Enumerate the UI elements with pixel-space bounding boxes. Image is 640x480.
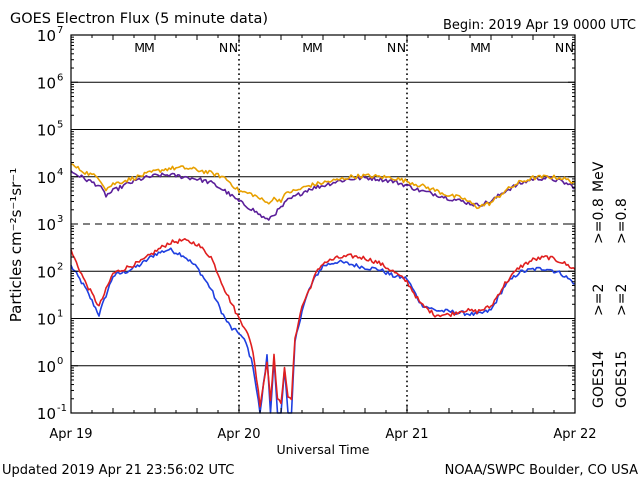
- orbit-marker-3: N: [229, 40, 238, 55]
- orbit-marker-5: M: [312, 40, 323, 55]
- series-line-1: [70, 238, 576, 408]
- y-tick-label-8: 10: [37, 27, 56, 45]
- y-tick-label-4: 10: [37, 216, 56, 234]
- orbit-marker-11: N: [565, 40, 574, 55]
- x-tick-labels: Apr 19 Apr 20 Apr 21 Apr 22: [49, 427, 596, 442]
- y-tick-exponent-6: 5: [57, 120, 63, 131]
- orbit-marker-4: M: [302, 40, 313, 55]
- y-tick-exponent-4: 3: [57, 214, 63, 225]
- y-axis-label: Particles cm⁻²s⁻¹sr⁻¹: [7, 168, 25, 322]
- legend-goes15-08mev: >=0.8: [614, 198, 630, 244]
- orbit-marker-0: M: [134, 40, 145, 55]
- series-line-0: [70, 247, 576, 414]
- y-tick-label-0: 10: [37, 405, 56, 423]
- y-tick-label-5: 10: [37, 169, 56, 187]
- legend-goes14-2mev: >=2: [591, 284, 607, 316]
- orbit-marker-9: M: [480, 40, 491, 55]
- y-tick-exponent-5: 4: [57, 167, 63, 178]
- legend-goes14: GOES14: [591, 350, 607, 408]
- series-line-2: [70, 170, 576, 221]
- grid-lines: [71, 81, 575, 367]
- minor-ticks: [70, 35, 576, 413]
- legend-goes14-08mev: >=0.8: [591, 198, 607, 244]
- legend-goes15: GOES15: [614, 351, 630, 408]
- y-tick-exponent-8: 7: [57, 25, 63, 36]
- orbit-marker-2: N: [219, 40, 228, 55]
- y-tick-exponent-0: -1: [57, 403, 67, 414]
- begin-time: Begin: 2019 Apr 19 0000 UTC: [443, 18, 636, 33]
- x-axis-label: Universal Time: [277, 442, 370, 457]
- orbit-marker-10: N: [555, 40, 564, 55]
- y-tick-label-1: 10: [37, 358, 56, 376]
- y-tick-label-7: 10: [37, 74, 56, 92]
- x-tick-label-1: Apr 20: [217, 427, 260, 442]
- credit-text: NOAA/SWPC Boulder, CO USA: [445, 463, 638, 478]
- x-tick-label-3: Apr 22: [553, 427, 596, 442]
- day-separators: [238, 35, 408, 413]
- series-line-3: [71, 163, 576, 210]
- chart-title: GOES Electron Flux (5 minute data): [10, 11, 268, 27]
- y-tick-exponent-3: 2: [57, 261, 63, 272]
- y-tick-exponent-7: 6: [57, 72, 63, 83]
- y-tick-label-3: 10: [37, 263, 56, 281]
- orbit-marker-7: N: [397, 40, 406, 55]
- y-tick-exponent-2: 1: [57, 309, 63, 320]
- orbit-marker-8: M: [470, 40, 481, 55]
- legend-goes15-2mev: >=2: [614, 284, 630, 316]
- orbit-marker-1: M: [144, 40, 155, 55]
- legend: GOES14 GOES15 >=2 >=2 >=0.8 >=0.8 MeV: [591, 161, 630, 408]
- legend-unit-mev: MeV: [591, 161, 607, 192]
- x-tick-label-0: Apr 19: [49, 427, 92, 442]
- y-tick-exponent-1: 0: [57, 356, 63, 367]
- updated-time: Updated 2019 Apr 21 23:56:02 UTC: [2, 463, 234, 478]
- series-lines: [70, 163, 576, 414]
- y-tick-label-2: 10: [37, 311, 56, 329]
- y-tick-label-6: 10: [37, 122, 56, 140]
- orbit-marker-6: N: [387, 40, 396, 55]
- x-tick-label-2: Apr 21: [385, 427, 428, 442]
